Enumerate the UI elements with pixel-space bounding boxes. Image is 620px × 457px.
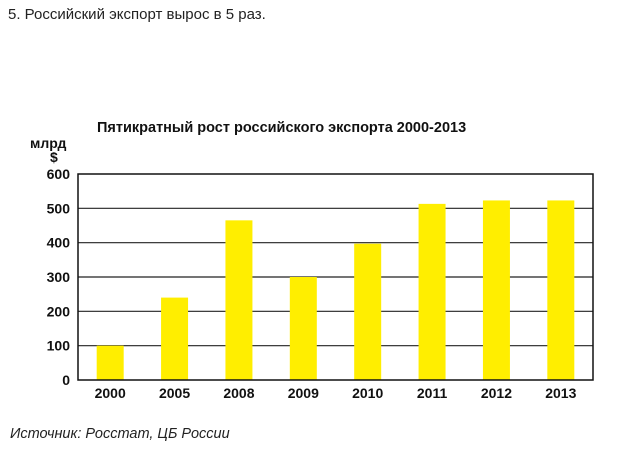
x-tick-label: 2009 — [288, 385, 319, 401]
x-tick-label: 2008 — [223, 385, 254, 401]
bars — [96, 200, 575, 380]
y-tick-label: 200 — [47, 303, 71, 319]
y-axis-ticks: 0 100 200 300 400 500 600 — [47, 166, 71, 388]
x-axis-ticks: 2000 2005 2008 2009 2010 2011 2012 2013 — [95, 385, 577, 401]
chart-title: Пятикратный рост российского экспорта 20… — [97, 120, 466, 136]
x-tick-label: 2005 — [159, 385, 190, 401]
bar-2012 — [482, 200, 510, 380]
x-tick-label: 2010 — [352, 385, 383, 401]
bar-2010 — [354, 243, 382, 380]
y-unit-label-line1: млрд — [30, 135, 66, 151]
bar-2013 — [547, 200, 575, 380]
gridlines — [78, 207, 593, 347]
y-tick-label: 300 — [47, 269, 71, 285]
y-unit-label-line2: $ — [50, 149, 58, 165]
y-tick-label: 600 — [47, 166, 71, 182]
bar-2005 — [161, 297, 189, 380]
bar-2011 — [418, 203, 446, 380]
x-tick-label: 2012 — [481, 385, 512, 401]
source-note: Источник: Росстат, ЦБ России — [10, 426, 230, 442]
x-tick-label: 2000 — [95, 385, 126, 401]
y-tick-label: 500 — [47, 200, 71, 216]
x-tick-label: 2011 — [417, 385, 448, 401]
x-tick-label: 2013 — [545, 385, 576, 401]
bar-2008 — [225, 220, 253, 380]
y-tick-label: 100 — [47, 338, 71, 354]
bar-2009 — [289, 277, 317, 380]
page-heading: 5. Российский экспорт вырос в 5 раз. — [8, 6, 266, 23]
plot-frame — [77, 173, 594, 381]
y-tick-label: 0 — [62, 372, 70, 388]
bar-2000 — [96, 345, 124, 380]
y-tick-label: 400 — [47, 235, 71, 251]
